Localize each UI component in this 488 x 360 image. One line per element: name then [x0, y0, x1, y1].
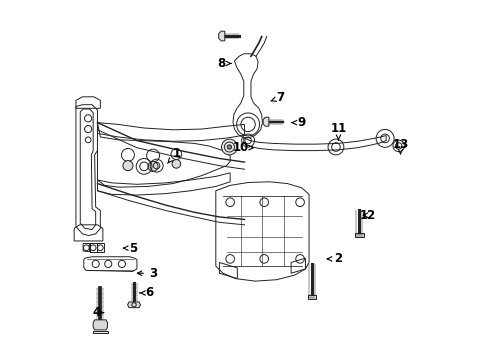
- Text: 9: 9: [291, 116, 305, 129]
- Text: 5: 5: [123, 242, 137, 255]
- Text: 12: 12: [359, 209, 376, 222]
- Text: 6: 6: [140, 287, 153, 300]
- Polygon shape: [308, 295, 315, 299]
- Text: 8: 8: [217, 57, 230, 70]
- Text: 1: 1: [167, 147, 180, 163]
- Circle shape: [227, 145, 231, 149]
- Circle shape: [122, 161, 133, 171]
- Text: 10: 10: [232, 141, 253, 154]
- Polygon shape: [93, 330, 107, 333]
- Polygon shape: [218, 31, 224, 41]
- Polygon shape: [354, 233, 363, 237]
- Circle shape: [148, 161, 158, 171]
- Text: 4: 4: [92, 306, 103, 319]
- Polygon shape: [93, 320, 107, 330]
- Text: 3: 3: [137, 267, 157, 280]
- Text: 13: 13: [391, 138, 408, 154]
- Text: 7: 7: [270, 91, 284, 104]
- Polygon shape: [127, 302, 140, 308]
- Circle shape: [221, 139, 237, 155]
- Circle shape: [172, 159, 180, 168]
- Text: 2: 2: [326, 252, 341, 265]
- Text: 11: 11: [330, 122, 346, 140]
- Polygon shape: [263, 117, 268, 126]
